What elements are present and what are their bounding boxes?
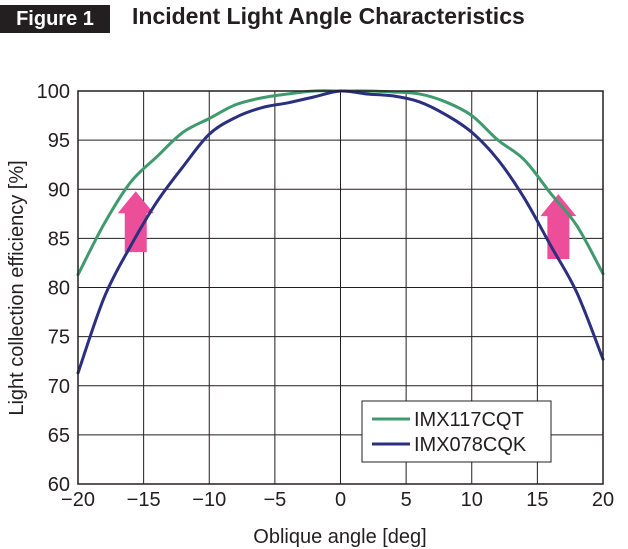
plot-frame [77,90,604,485]
y-tick-label: 60 [48,474,70,496]
x-tick-label: 5 [401,489,412,511]
y-tick-label: 80 [48,278,70,300]
x-tick-label: −20 [61,489,95,511]
x-tick-label: −10 [192,489,226,511]
legend-box [361,400,552,463]
x-tick-label: −5 [263,489,286,511]
x-tick-label: 15 [526,489,548,511]
arrow-annotations [117,191,577,260]
y-tick-label: 75 [48,327,70,349]
y-tick-label: 100 [37,81,70,103]
x-axis-label: Oblique angle [deg] [253,526,426,548]
x-tick-labels: −20 −15 −10 −5 0 5 10 15 20 [61,489,614,511]
y-tick-label: 90 [48,179,70,201]
legend-label-imx117cqt: IMX117CQT [414,409,524,431]
x-tick-label: −15 [127,489,161,511]
legend: IMX117CQT IMX078CQK [361,400,552,463]
y-tick-label: 85 [48,228,70,250]
legend-label-imx078cqk: IMX078CQK [414,434,527,456]
x-tick-label: 10 [461,489,483,511]
figure-title: Incident Light Angle Characteristics [132,3,525,29]
y-tick-label: 70 [48,376,70,398]
y-tick-label: 65 [48,425,70,447]
y-tick-label: 95 [48,130,70,152]
figure-label: Figure 1 [0,5,110,33]
x-tick-label: 0 [335,489,346,511]
y-axis-label: Light collection efficiency [%] [6,160,28,415]
up-arrow-icon [117,191,154,253]
figure-header: Figure 1 Incident Light Angle Characteri… [0,0,628,40]
y-tick-labels: 60 65 70 75 80 85 90 95 100 [37,81,70,496]
x-tick-label: 20 [592,489,614,511]
